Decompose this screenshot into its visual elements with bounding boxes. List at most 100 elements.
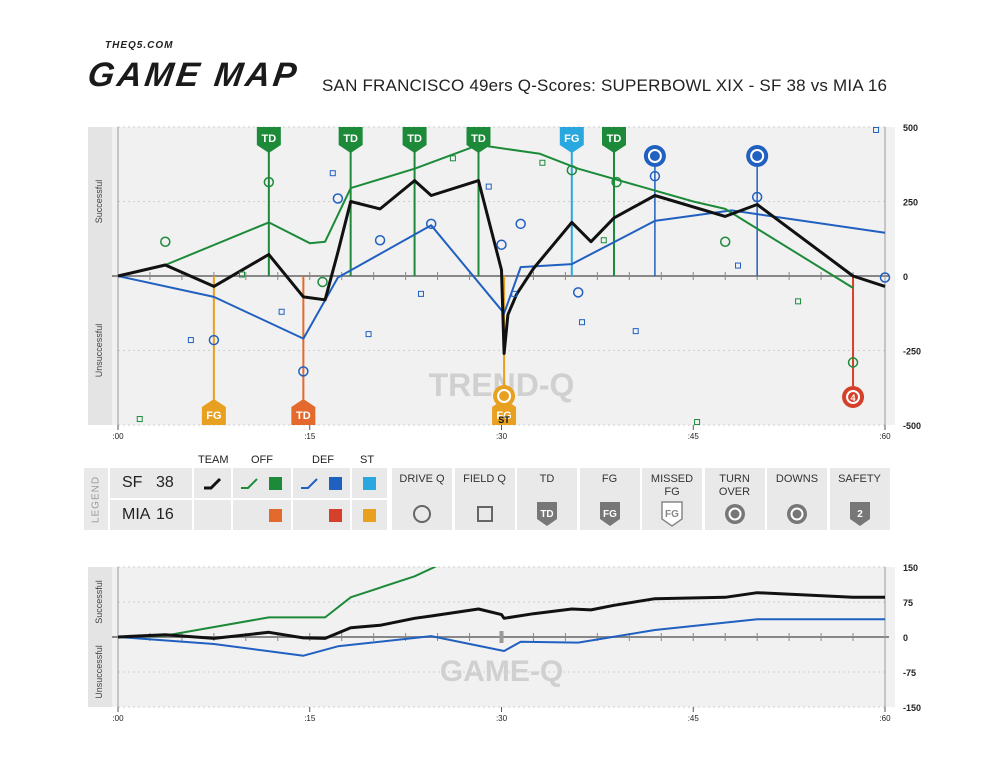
legend-st-cell-mia — [352, 500, 387, 530]
legend-key-missed-fg-shield: MISSED FG FG — [642, 468, 702, 530]
drive-q-point — [298, 366, 309, 377]
y-tick-label: -500 — [903, 421, 921, 431]
st-swatch-sf — [363, 477, 376, 490]
drive-q-point — [649, 170, 661, 182]
drive-q-point — [317, 276, 328, 288]
field-q-point — [278, 308, 285, 315]
legend-glyph-label: FG — [665, 509, 679, 520]
col-header-team: TEAM — [198, 454, 229, 466]
field-q-point — [734, 262, 741, 269]
score-marker-fg-icon — [201, 399, 226, 425]
def-line-icon — [301, 478, 318, 489]
turnover-icon-ring — [750, 149, 765, 163]
team-name-mia: MIA — [122, 506, 151, 523]
ylabel-band — [88, 567, 112, 707]
fg-shield-icon: FG — [599, 502, 620, 526]
x-tick-label: :30 — [496, 432, 508, 441]
y-tick-label: 150 — [903, 563, 918, 573]
chart-watermark: GAME-Q — [440, 655, 563, 688]
legend-glyph — [849, 502, 870, 526]
legend-key-label: MISSED FG — [650, 473, 694, 498]
drive-q-point — [208, 334, 220, 346]
y-tick-label: 500 — [903, 123, 918, 133]
field-q-point — [187, 337, 194, 344]
y-tick-label: -250 — [903, 347, 921, 357]
series-line-sf_off — [118, 567, 437, 638]
drive-q-point — [332, 193, 344, 204]
legend-key-fg-shield: FG FG — [579, 468, 640, 530]
legend-team-line-cell — [194, 468, 231, 498]
legend-team-sf: SF 38 — [110, 468, 192, 498]
legend-key-label: DOWNS — [775, 473, 819, 485]
team-score-mia: 16 — [156, 506, 174, 523]
legend-glyph — [661, 501, 683, 527]
legend-team-mia: MIA 16 — [110, 500, 192, 530]
drive-q-point — [515, 218, 526, 230]
x-tick-label: :15 — [304, 714, 316, 723]
legend-key-turnover: TURN OVER — [704, 468, 765, 530]
ylabel-band — [88, 127, 112, 425]
drive-q-point — [847, 357, 859, 368]
legend-glyph — [537, 502, 557, 526]
x-tick-label: :60 — [879, 714, 891, 723]
x-tick-label: :60 — [879, 432, 891, 441]
downs-icon — [787, 504, 807, 524]
field-q-point — [365, 331, 372, 338]
off-line-icon — [241, 478, 258, 489]
legend-off-cell-mia — [233, 500, 291, 530]
ylabel-unsuccessful: Unsuccessful — [94, 645, 104, 699]
team-line-icon — [204, 477, 222, 490]
legend-def-cell-sf — [293, 468, 350, 498]
turnover-icon — [493, 385, 516, 407]
drive-q-point — [879, 272, 891, 283]
def-swatch-sf — [329, 477, 342, 490]
legend-glyph — [787, 504, 807, 524]
x-tick-label: :45 — [688, 714, 700, 723]
legend-key-label: SAFETY — [838, 473, 881, 485]
missed-fg-shield-icon: FG — [661, 501, 683, 527]
legend-glyph-label: TD — [540, 509, 553, 520]
def-swatch-mia — [329, 509, 342, 522]
x-tick-label: :30 — [496, 714, 508, 723]
legend-key-label: DRIVE Q — [399, 473, 445, 485]
legend-glyph-label: FG — [603, 509, 617, 520]
field-q-point — [329, 170, 336, 177]
legend-label-cell: LEGEND — [84, 468, 108, 530]
score-marker-fg-icon-label: FG — [206, 410, 221, 422]
legend-panel: LEGEND SF 38 MIA 16 TEAM OFF DEF ST DRIV… — [84, 454, 892, 530]
x-tick-label: :00 — [112, 432, 124, 441]
drive-q-point — [719, 236, 731, 247]
legend-st-cell-sf — [352, 468, 387, 498]
team-score-sf: 38 — [156, 474, 174, 491]
turnover-icon — [643, 145, 666, 167]
ylabel-unsuccessful: Unsuccessful — [94, 324, 104, 378]
y-tick-label: 0 — [903, 633, 908, 643]
turnover-icon — [746, 145, 769, 167]
field-q-point — [485, 183, 492, 190]
field-q-point — [238, 271, 245, 278]
downs-icon-glyph: 4 — [851, 393, 856, 403]
turnover-icon-ring — [647, 149, 662, 163]
score-marker-td-icon-label: TD — [262, 133, 277, 145]
series-line-sf_def — [118, 618, 885, 657]
y-tick-label: 250 — [903, 198, 918, 208]
legend-key-downs: DOWNS — [767, 468, 827, 530]
site-logo-text: THEQ5.COM — [105, 40, 174, 51]
series-line-team — [118, 591, 885, 640]
trend-q-chart: 500 250 0 -250 -500:00:15:30:45:60 Successful… — [88, 123, 921, 441]
page-title: SAN FRANCISCO 49ers Q-Scores: SUPERBOWL … — [322, 76, 888, 95]
turnover-icon — [724, 504, 745, 524]
field-q-point — [795, 298, 802, 305]
series-line-sf_off — [164, 143, 854, 289]
downs-icon-ring — [846, 390, 861, 404]
drive-q-point — [751, 191, 763, 203]
score-marker-td-icon — [338, 127, 363, 153]
col-header-st: ST — [360, 454, 375, 466]
score-marker-fg-icon-label: FG — [496, 410, 511, 422]
field-q-point — [449, 155, 456, 162]
score-marker-fg-icon — [492, 399, 517, 425]
field-q-point — [632, 328, 639, 335]
downs-icon — [842, 386, 865, 408]
legend-glyph — [599, 502, 620, 526]
st-label: ST — [498, 415, 510, 425]
